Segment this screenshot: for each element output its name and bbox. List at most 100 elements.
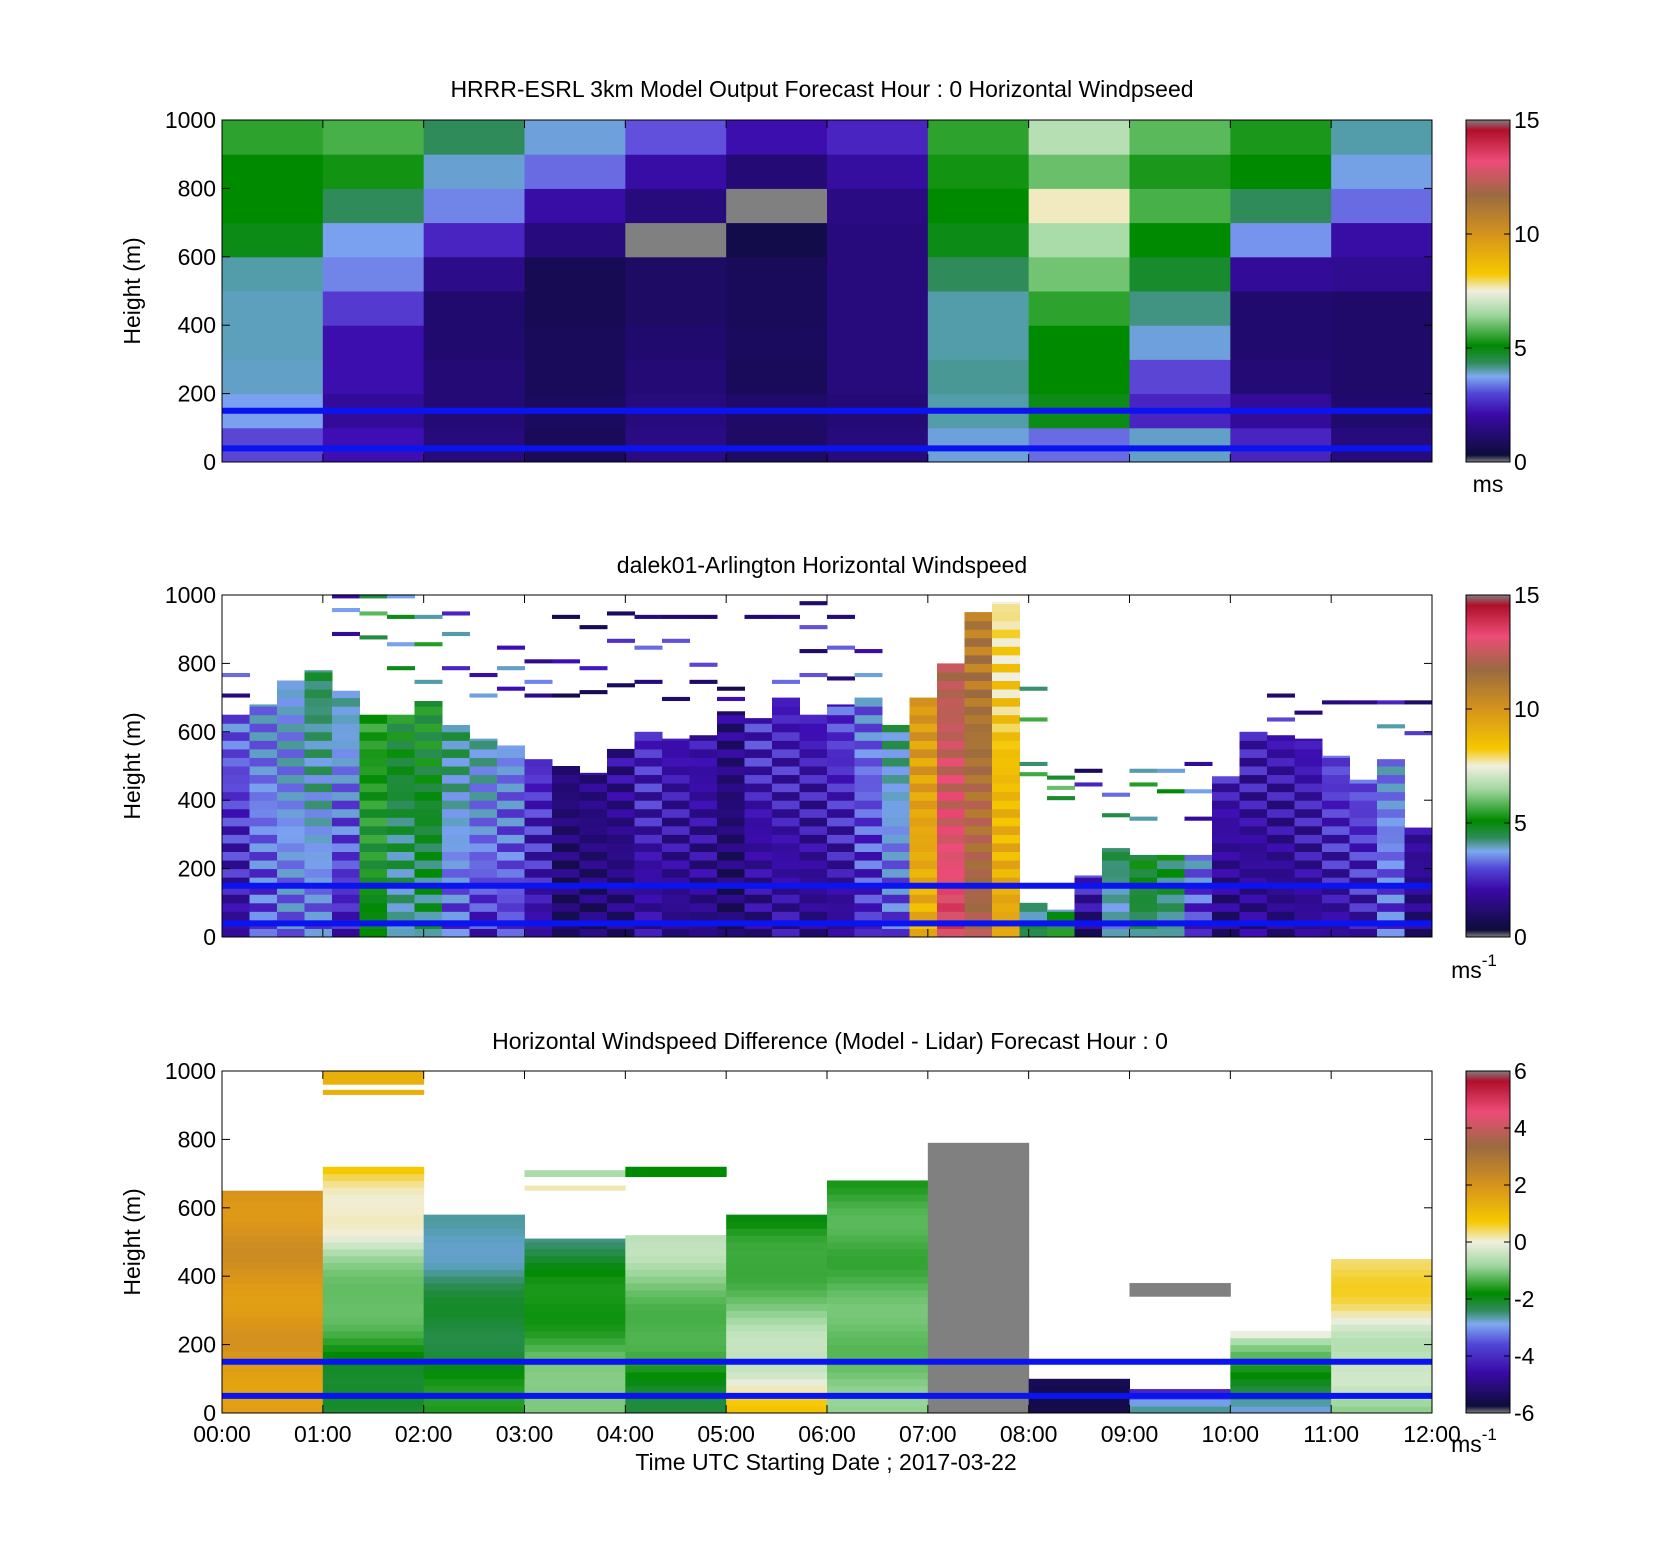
lidar-cell — [1404, 842, 1433, 852]
lidar-cell — [689, 808, 718, 818]
difference-cell — [524, 1351, 626, 1359]
lidar-cell — [469, 817, 498, 827]
difference-cell — [524, 1238, 626, 1243]
lidar-cell — [524, 842, 553, 852]
lidar-cell — [1322, 851, 1350, 861]
heatmap-cell — [1129, 427, 1231, 463]
lidar-cell — [772, 800, 800, 810]
lidar-cell — [717, 714, 745, 724]
lidar-cell — [799, 800, 828, 810]
lidar-cell — [717, 757, 745, 767]
heatmap-cell — [1129, 359, 1231, 395]
lidar-cell — [1267, 766, 1295, 776]
lidar-cell — [717, 894, 745, 904]
lidar-cell — [524, 902, 553, 912]
lidar-sparse-cell — [1184, 816, 1213, 821]
lidar-cell — [689, 735, 718, 741]
lidar-sparse-cell — [772, 614, 800, 619]
lidar-sparse-cell — [469, 693, 498, 698]
lidar-cell — [607, 757, 635, 767]
heatmap-cell — [1331, 120, 1433, 155]
lidar-cell — [249, 757, 278, 767]
heatmap-cell — [423, 359, 525, 395]
lidar-cell — [607, 894, 635, 904]
difference-cell — [827, 1269, 929, 1277]
lidar-cell — [662, 842, 690, 852]
lidar-cell — [827, 928, 855, 938]
y-tick-label: 1000 — [165, 1058, 216, 1084]
difference-cell — [222, 1214, 324, 1222]
lidar-cell — [304, 834, 333, 844]
lidar-cell — [1239, 766, 1268, 776]
lidar-cell — [1322, 868, 1350, 878]
lidar-cell — [1294, 748, 1323, 758]
lidar-cell — [414, 928, 443, 938]
colorbar-tick-label: 5 — [1514, 810, 1527, 836]
colorbar-tick-label: -4 — [1514, 1343, 1535, 1369]
lidar-cell — [1157, 894, 1185, 904]
heatmap-cell — [1331, 222, 1433, 258]
lidar-cell — [442, 834, 470, 844]
lidar-cell — [964, 894, 993, 904]
difference-cell — [827, 1310, 929, 1318]
lidar-sparse-cell — [607, 638, 635, 643]
difference-cell — [927, 1221, 1030, 1229]
x-tick-label: 03:00 — [496, 1421, 554, 1447]
difference-cell — [322, 1385, 425, 1393]
lidar-cell — [992, 671, 1020, 681]
lidar-sparse-cell — [579, 690, 608, 695]
lidar-cell — [717, 877, 745, 887]
difference-cell — [524, 1365, 626, 1373]
heatmap-cell — [927, 256, 1030, 292]
lidar-cell — [1239, 860, 1268, 870]
lidar-cell — [359, 885, 388, 895]
lidar-cell — [359, 860, 388, 870]
difference-cell — [827, 1330, 929, 1339]
lidar-cell — [799, 868, 828, 878]
lidar-cell — [827, 783, 855, 793]
difference-cell — [827, 1200, 929, 1209]
difference-cell — [322, 1406, 425, 1414]
lidar-cell — [249, 877, 278, 887]
colorbar-unit: ms-1 — [1451, 1425, 1497, 1457]
lidar-cell — [359, 714, 388, 724]
lidar-cell — [662, 783, 690, 793]
difference-cell — [1129, 1389, 1231, 1393]
lidar-cell — [607, 825, 635, 835]
lidar-sparse-cell — [1377, 724, 1405, 729]
lidar-cell — [222, 825, 250, 835]
lidar-cell — [607, 774, 635, 784]
lidar-cell — [359, 868, 388, 878]
lidar-cell — [497, 928, 525, 938]
lidar-cell — [882, 791, 910, 801]
y-tick-label: 800 — [178, 1126, 216, 1152]
difference-cell — [222, 1276, 324, 1284]
lidar-cell — [414, 740, 443, 750]
heatmap-cell — [827, 154, 929, 189]
lidar-sparse-cell — [359, 611, 388, 616]
lidar-cell — [909, 911, 938, 921]
difference-cell — [726, 1276, 828, 1284]
lidar-cell — [222, 714, 250, 724]
lidar-cell — [717, 711, 745, 716]
lidar-cell — [1322, 766, 1350, 776]
lidar-cell — [634, 834, 663, 844]
lidar-cell — [717, 834, 745, 844]
panel-model-output: HRRR-ESRL 3km Model Output Forecast Hour… — [119, 76, 1540, 497]
difference-cell — [423, 1378, 525, 1387]
lidar-cell — [1294, 817, 1323, 827]
lidar-cell — [1267, 817, 1295, 827]
lidar-cell — [1349, 902, 1378, 912]
lidar-cell — [909, 723, 938, 733]
difference-cell — [726, 1289, 828, 1298]
difference-cell — [1230, 1351, 1332, 1359]
lidar-cell — [799, 851, 828, 861]
difference-cell — [927, 1303, 1030, 1311]
lidar-cell — [744, 877, 773, 887]
lidar-cell — [332, 842, 360, 852]
lidar-cell — [552, 800, 580, 810]
lidar-cell — [1377, 791, 1405, 801]
x-tick-label: 07:00 — [899, 1421, 957, 1447]
difference-cell — [827, 1187, 929, 1195]
lidar-cell — [387, 885, 415, 895]
